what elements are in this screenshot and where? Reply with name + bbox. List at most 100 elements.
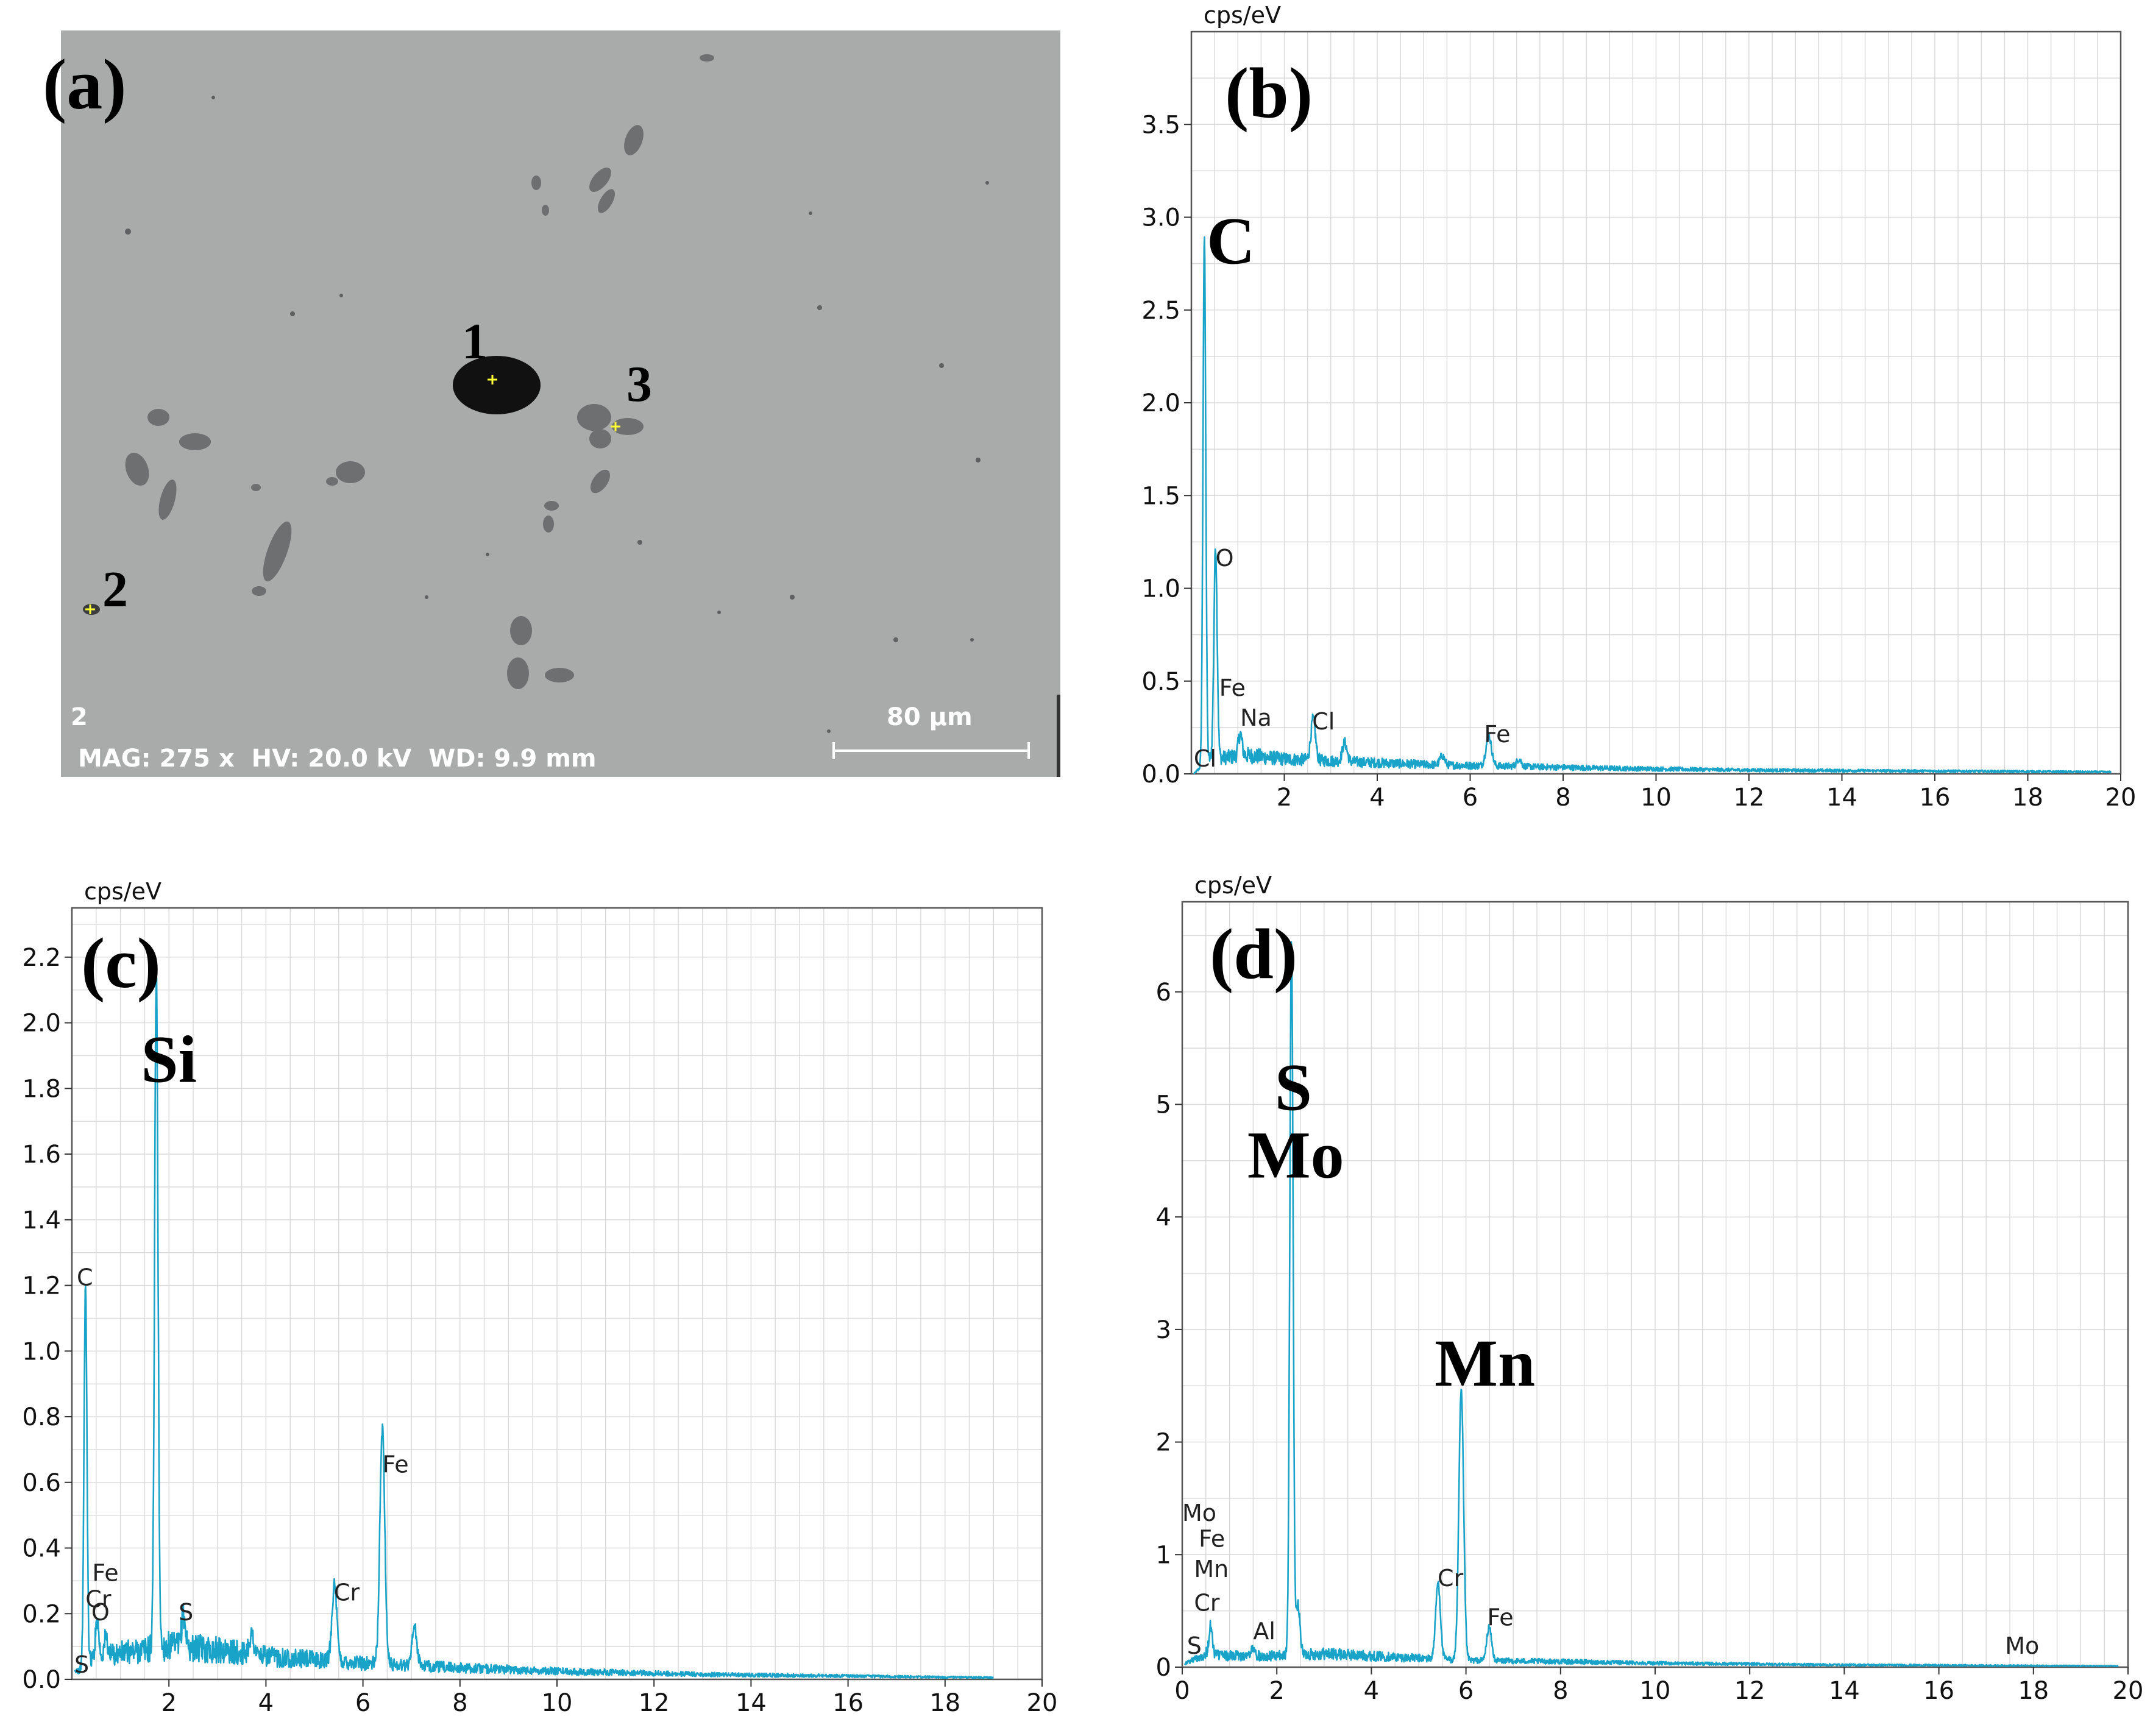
sem-speck [339, 294, 343, 297]
x-tick-label: 16 [1920, 784, 1951, 812]
sem-image-background [61, 30, 1060, 777]
y-unit-label: cps/eV [84, 878, 161, 905]
major-element-label: Mn [1435, 1326, 1535, 1400]
peak-label: Fe [382, 1451, 408, 1478]
y-tick-label: 2.0 [1141, 389, 1180, 417]
sem-speck [985, 181, 989, 185]
sem-particle [589, 168, 611, 192]
sem-panel: 1 2 3 (a) 2 MAG: 275 x HV: 20.0 kV WD: 9… [43, 30, 1060, 777]
y-tick-label: 2.2 [22, 944, 61, 972]
x-tick-label: 4 [258, 1689, 274, 1717]
point-2-label: 2 [102, 561, 128, 618]
sem-speck [809, 211, 812, 215]
peak-label: Mo [1182, 1500, 1216, 1526]
scale-bar [832, 742, 1030, 759]
sem-speck [790, 595, 795, 600]
grid [1182, 902, 2128, 1667]
sem-particle [589, 429, 611, 448]
sem-speck [486, 553, 489, 556]
x-tick-label: 8 [1555, 784, 1570, 812]
peak-label: S [179, 1599, 193, 1626]
x-tick-label: 12 [1734, 784, 1765, 812]
x-tick-label: 2 [1277, 784, 1292, 812]
sem-particle [510, 616, 532, 645]
x-tick-label: 4 [1369, 784, 1385, 812]
y-tick-label: 1.6 [22, 1141, 61, 1169]
major-element-label: Si [141, 1022, 197, 1097]
peak-label: C [77, 1264, 93, 1291]
x-tick-label: 16 [832, 1689, 864, 1717]
sem-particle [336, 461, 365, 483]
peak-label: Cl [1194, 745, 1216, 772]
major-element-label: S [1275, 1050, 1312, 1125]
scale-bar-label: 80 µm [887, 703, 973, 731]
y-tick-label: 3 [1156, 1316, 1171, 1344]
sem-speck [817, 305, 822, 310]
sem-particles [84, 54, 714, 689]
sem-specks [125, 96, 989, 733]
panel-label: (b) [1225, 53, 1313, 133]
y-unit-label: cps/eV [1194, 872, 1272, 899]
sem-particle [147, 409, 169, 426]
y-tick-label: 5 [1156, 1091, 1171, 1119]
sem-speck [827, 729, 831, 733]
peak-label: O [1216, 545, 1234, 572]
eds-spectrum-d: 0 2 4 6 8 10 12 14 16 18 200123456cps/eVMoFeMnCrSA… [1156, 872, 2144, 1705]
y-tick-label: 0 [1156, 1654, 1171, 1682]
x-tick-label: 10 [1640, 784, 1672, 812]
sem-speck [970, 638, 974, 642]
peak-label: Mo [2005, 1632, 2039, 1659]
y-tick-label: 4 [1156, 1203, 1171, 1231]
y-tick-label: 0.5 [1141, 668, 1180, 696]
y-tick-label: 1.0 [22, 1337, 61, 1366]
sem-particle [612, 418, 644, 435]
y-tick-label: 1.0 [1141, 575, 1180, 603]
spectrum-line [1183, 941, 2119, 1668]
eds-spectrum-b: 2 4 6 8 10 12 14 16 18 20 0.0 0.5 1.0 1.5 2.0 2.5 3.0 3.5… [1141, 2, 2136, 812]
sem-particle [545, 668, 574, 682]
point-3-label: 3 [626, 356, 652, 413]
x-tick-label: 10 [542, 1689, 573, 1717]
sem-speck [125, 229, 131, 235]
sem-edge-right [1057, 695, 1060, 777]
sem-speck [717, 611, 721, 614]
sem-particle [542, 205, 549, 216]
x-tick-label: 20 [2113, 1677, 2144, 1705]
major-element-label: C [1207, 204, 1255, 278]
x-tick-label: 14 [1829, 1677, 1860, 1705]
peak-label: Cr [334, 1579, 360, 1606]
sem-particle [591, 469, 610, 494]
sem-particle [251, 484, 261, 491]
sem-speck [290, 311, 295, 316]
x-tick-label: 18 [929, 1689, 960, 1717]
x-tick-label: 8 [452, 1689, 467, 1717]
y-tick-label: 0.0 [22, 1666, 61, 1694]
y-tick-label: 1.8 [22, 1075, 61, 1103]
sem-speck [425, 595, 428, 599]
peak-label: Fe [1484, 721, 1510, 748]
sem-particle [598, 189, 615, 213]
y-tick-label: 1.5 [1141, 482, 1180, 510]
peak-label: Cr [1194, 1590, 1220, 1617]
y-tick-label: 0.2 [22, 1600, 61, 1628]
x-tick-label: 6 [355, 1689, 371, 1717]
sem-particle [544, 501, 559, 511]
peak-label: S [1187, 1632, 1202, 1659]
sem-particle [158, 480, 177, 520]
peak-label: O [91, 1599, 110, 1626]
sem-particle [700, 54, 714, 62]
panel-label: (d) [1210, 914, 1297, 994]
y-tick-label: 6 [1156, 979, 1171, 1007]
x-tick-label: 14 [1826, 784, 1857, 812]
y-tick-label: 2.0 [22, 1010, 61, 1038]
x-tick-label: 0 [1174, 1677, 1190, 1705]
y-tick-label: 1.2 [22, 1272, 61, 1300]
x-tick-label: 8 [1553, 1677, 1568, 1705]
eds-spectrum-c: 2 4 6 8 10 12 14 16 18 20 0.0 0.2 0.4 0.6 0.8 1.0 1.2 1.4… [22, 878, 1057, 1717]
x-tick-label: 4 [1364, 1677, 1379, 1705]
peak-label: Na [1240, 704, 1272, 731]
sem-particle [179, 433, 211, 450]
x-tick-label: 6 [1463, 784, 1478, 812]
y-tick-label: 0.0 [1141, 760, 1180, 788]
panel-label: (c) [81, 923, 161, 1003]
